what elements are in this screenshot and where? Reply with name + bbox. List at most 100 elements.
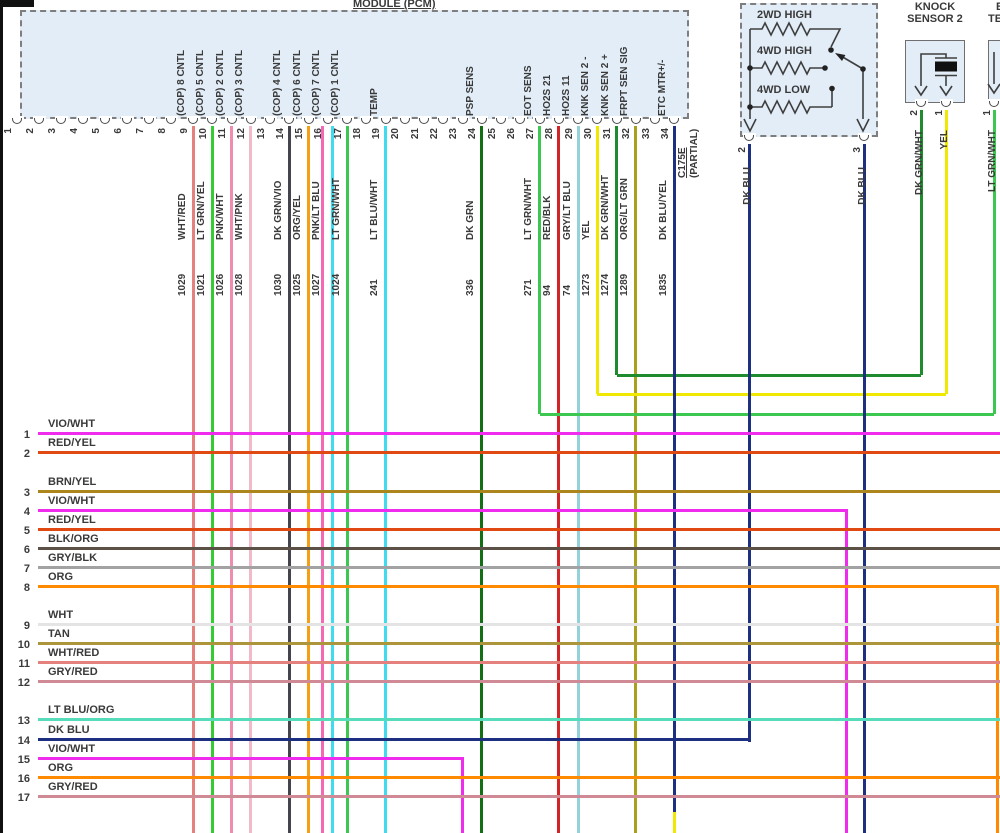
pcm-pin-number: 29 (563, 128, 575, 140)
row-wire-number: 5 (23, 525, 30, 537)
pcm-pin-wire (634, 126, 638, 833)
pcm-pin-wire (331, 126, 335, 833)
pcm-pin-arc (534, 118, 545, 124)
pcm-module-box (20, 10, 689, 119)
pcm-pin-number: 20 (390, 128, 402, 140)
pcm-pin-number: 26 (505, 128, 517, 140)
knock-pin-arc (916, 101, 926, 107)
pcm-pin-arc (12, 118, 22, 124)
pcm-pin-arc (34, 118, 44, 124)
right-component-internal-symbol (987, 52, 1000, 95)
knock-pin2-arrow (914, 85, 928, 97)
row-wire-number: 7 (23, 563, 30, 575)
pcm-pin-number: 2 (24, 128, 36, 134)
wire-color-label: DK BLU/YEL (657, 180, 669, 240)
pcm-pin-number: 10 (197, 128, 209, 140)
row-wire-number: 11 (18, 658, 30, 670)
circuit-number-label: 1273 (580, 273, 592, 296)
pcm-pin-number: 3 (46, 128, 58, 134)
circuit-number-label: 1025 (292, 273, 303, 296)
circuit-number-label: 1274 (600, 273, 611, 296)
etc-mtr-wire-dkblu (672, 126, 676, 812)
connector-label-partial: (PARTIAL) (689, 128, 700, 178)
row-wire-number: 3 (23, 487, 30, 499)
pcm-pin-number: 21 (409, 128, 421, 140)
knock-sensor-title-line2: SENSOR 2 (907, 13, 963, 25)
row-wire-color-label: RED/YEL (48, 437, 96, 449)
circuit-number-label: 271 (523, 279, 534, 296)
pcm-pin-arc (284, 118, 295, 124)
pcm-pin-number: 18 (351, 128, 363, 140)
knock-sensor-leads (920, 53, 957, 86)
pcm-pin-arc (476, 118, 487, 124)
wire-color-label: LT GRN/WHT (523, 177, 534, 240)
row-wire (38, 679, 1000, 683)
row-wire-number: 16 (17, 773, 30, 785)
row-wire-number: 6 (23, 544, 30, 556)
pcm-pin-arc (226, 118, 237, 124)
switch-pin-arc (744, 135, 754, 141)
wire-color-label: PNK/WHT (215, 193, 226, 240)
pcm-pin-wire (191, 126, 195, 833)
row-wire-number: 13 (17, 715, 30, 727)
pcm-pin-arc (122, 118, 132, 124)
pcm-pin-arc (553, 118, 564, 124)
pcm-pin-function-label: (COP) 1 CNTL (330, 49, 341, 116)
row8-branch (995, 584, 999, 833)
row-wire-number: 1 (23, 429, 30, 441)
row-wire-number: 9 (23, 620, 30, 632)
row-wire-color-label: VIO/WHT (48, 418, 96, 430)
row-wire-number: 2 (23, 448, 30, 460)
eot-sens-wire (539, 412, 994, 416)
pcm-pin-arc (361, 118, 372, 124)
switch-contact-dot (828, 47, 834, 53)
circuit-number-label: 1026 (215, 273, 226, 296)
switch-pin-arc (859, 135, 869, 141)
knock-pin-number: 1 (933, 110, 945, 116)
pcm-pin-wire (345, 126, 349, 833)
pcm-pin-function-label: (COP) 2 CNTL (214, 49, 226, 116)
circuit-number-label: 1030 (272, 273, 284, 296)
switch-contact-dot (747, 104, 753, 110)
pcm-pin-function-label: PSP SENS (464, 66, 476, 116)
row-wire-number: 4 (23, 506, 30, 518)
pcm-pin-arc (399, 118, 410, 124)
row-wire-number: 8 (23, 582, 30, 594)
pcm-pin-arc (56, 118, 66, 124)
pcm-pin-number: 23 (448, 128, 459, 140)
switch-resistor-2wd-high (750, 21, 842, 48)
pcm-pin-number: 30 (582, 128, 594, 140)
row-wire-color-label: GRY/BLK (48, 552, 98, 564)
right-component-title-line2: TE (988, 13, 1000, 25)
pcm-pin-number: 17 (332, 128, 344, 140)
wire-color-label: LT GRN/YEL (195, 181, 207, 240)
row-wire (38, 756, 464, 760)
row-wire (38, 489, 1000, 493)
pcm-pin-function-label: (COP) 4 CNTL (272, 49, 284, 116)
row-wire-color-label: LT BLU/ORG (48, 704, 115, 716)
pcm-pin-number: 32 (621, 128, 633, 140)
pcm-pin-number: 1 (2, 128, 14, 134)
pcm-pin-function-label: FRPT SEN SIG (618, 46, 630, 116)
knk-sen-2-minus-wire (595, 126, 599, 394)
pcm-pin-function-label: (COP) 5 CNTL (195, 49, 207, 116)
wire-color-label: DK GRN/WHT (600, 175, 611, 240)
row-wire-color-label: ORG (48, 571, 74, 583)
knk-sen-2-plus-wire (615, 126, 618, 375)
page-border-left (0, 0, 3, 833)
row-wire-color-label: ORG (48, 762, 74, 774)
switch-position-label-2wd-high: 2WD HIGH (757, 9, 812, 21)
pcm-pin-arc (322, 118, 333, 124)
pcm-pin-arc (650, 118, 660, 124)
switch-position-label-4wd-high: 4WD HIGH (757, 45, 812, 57)
pcm-pin-number: 19 (371, 128, 382, 140)
knock-sensor-title-line1: KNOCK (914, 1, 956, 13)
pcm-pin-wire (287, 126, 291, 833)
row-wire-number: 15 (17, 754, 30, 766)
pcm-pin-arc (419, 118, 429, 124)
row-wire (38, 794, 1000, 798)
pcm-module-title: MODULE (PCM) (348, 0, 441, 10)
right-component-title-line1: E (996, 1, 1000, 13)
pcm-pin-function-label: KNK SEN 2 + (599, 54, 611, 116)
